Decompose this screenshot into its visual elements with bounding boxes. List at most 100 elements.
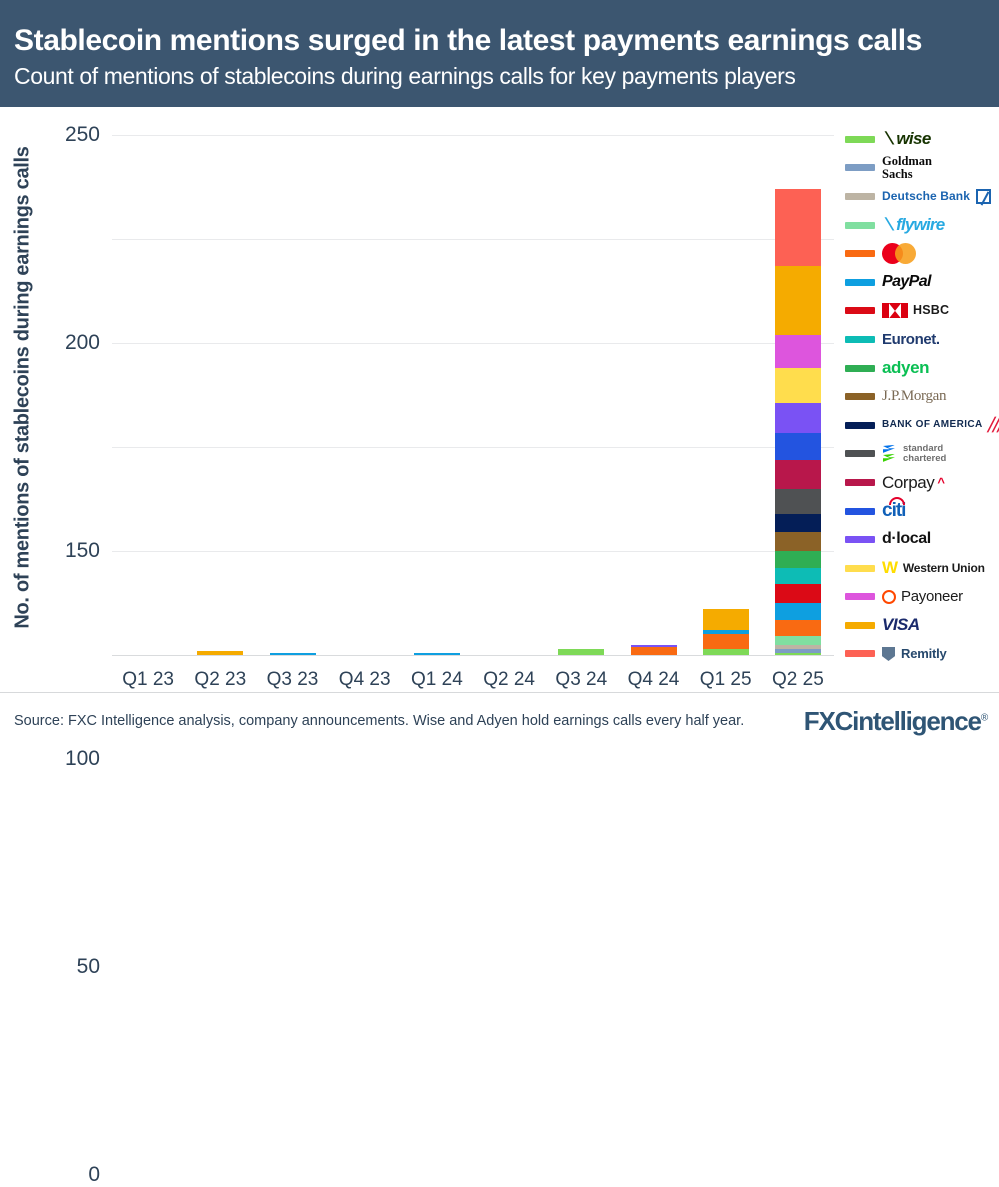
legend-item[interactable]: Corpay ^ bbox=[845, 468, 999, 497]
legend-logo-visa: VISA bbox=[882, 616, 920, 634]
chart-area: No. of mentions of stablecoins during ea… bbox=[0, 107, 999, 1186]
legend-item[interactable]: W Western Union bbox=[845, 554, 999, 583]
legend-item[interactable]: Remitly bbox=[845, 640, 999, 669]
legend-item[interactable]: adyen bbox=[845, 354, 999, 383]
bar-segment[interactable] bbox=[558, 648, 605, 655]
legend-label: PayPal bbox=[882, 272, 931, 290]
bar-segment[interactable] bbox=[774, 619, 821, 637]
bar-stack[interactable] bbox=[269, 652, 316, 655]
legend-logo-paypal: PayPal bbox=[882, 272, 931, 291]
page-subtitle: Count of mentions of stablecoins during … bbox=[14, 62, 796, 89]
bar-stack[interactable] bbox=[630, 644, 677, 655]
legend-item[interactable]: d·local bbox=[845, 525, 999, 554]
bar-segment[interactable] bbox=[630, 644, 677, 647]
legend-item[interactable]: ⟍ wise bbox=[845, 125, 999, 154]
bar-stack[interactable] bbox=[702, 609, 749, 655]
legend-logo-goldman-sachs: Goldman Sachs bbox=[882, 155, 932, 181]
bar-segment[interactable] bbox=[774, 189, 821, 267]
legend-logo-mastercard bbox=[882, 243, 916, 265]
legend-swatch bbox=[845, 192, 875, 200]
legend-logo-corpay: Corpay ^ bbox=[882, 473, 945, 492]
legend-item[interactable]: standard chartered bbox=[845, 440, 999, 469]
legend-item[interactable]: J.P.Morgan bbox=[845, 382, 999, 411]
bar-segment[interactable] bbox=[774, 403, 821, 433]
legend-item[interactable] bbox=[845, 239, 999, 268]
legend-label: Remitly bbox=[901, 646, 947, 662]
bar-segment[interactable] bbox=[702, 630, 749, 635]
legend-swatch bbox=[845, 393, 875, 401]
bar-segment[interactable] bbox=[774, 488, 821, 514]
bar-segment[interactable] bbox=[774, 567, 821, 585]
bar-segment[interactable] bbox=[774, 648, 821, 653]
legend-item[interactable]: VISA bbox=[845, 611, 999, 640]
bar-segment[interactable] bbox=[774, 644, 821, 649]
legend: ⟍ wise Goldman Sachs Deutsche Bank ⟍ flywire Pa… bbox=[845, 125, 999, 668]
legend-swatch bbox=[845, 593, 875, 601]
bar-segment[interactable] bbox=[774, 266, 821, 335]
legend-logo-western-union: W Western Union bbox=[882, 559, 985, 577]
legend-label: adyen bbox=[882, 358, 930, 378]
legend-label: Goldman Sachs bbox=[882, 154, 933, 181]
bar-stack[interactable] bbox=[197, 650, 244, 655]
brand-name: FXCintelligence bbox=[803, 705, 982, 736]
y-axis-tick-label: 50 bbox=[76, 955, 100, 978]
gridline: 250 bbox=[65, 123, 834, 146]
legend-logo-hsbc: HSBC bbox=[882, 303, 949, 319]
y-axis-title-label: No. of mentions of stablecoins during ea… bbox=[11, 145, 34, 629]
chart-footer: Source: FXC Intelligence analysis, compa… bbox=[0, 692, 999, 749]
legend-logo-citi: citi bbox=[882, 497, 906, 521]
standard-chartered-icon bbox=[882, 444, 897, 463]
bar-segment[interactable] bbox=[774, 652, 821, 655]
legend-label: J.P.Morgan bbox=[882, 387, 947, 404]
mastercard-icon bbox=[882, 243, 916, 265]
y-axis-tick-label: 100 bbox=[64, 747, 100, 770]
bar-stack[interactable] bbox=[558, 648, 605, 655]
bar-segment[interactable] bbox=[774, 432, 821, 460]
payoneer-ring-icon bbox=[882, 589, 896, 604]
bar-stack[interactable] bbox=[413, 652, 460, 655]
legend-item[interactable]: Deutsche Bank bbox=[845, 182, 999, 211]
legend-item[interactable]: Goldman Sachs bbox=[845, 154, 999, 183]
legend-logo-bank-of-america: BANK OF AMERICA ╱╱╱ bbox=[882, 418, 999, 432]
bar-segment[interactable] bbox=[702, 634, 749, 649]
legend-item[interactable]: HSBC bbox=[845, 297, 999, 326]
bar-segment[interactable] bbox=[630, 646, 677, 655]
bar-segment[interactable] bbox=[774, 532, 821, 552]
bar-segment[interactable] bbox=[774, 584, 821, 604]
legend-item[interactable]: Euronet. bbox=[845, 325, 999, 354]
fxc-intelligence-logo: FXCintelligence® bbox=[803, 705, 988, 737]
legend-item[interactable]: PayPal bbox=[845, 268, 999, 297]
legend-swatch bbox=[845, 335, 875, 343]
legend-label: d·local bbox=[882, 530, 931, 548]
bar-segment[interactable] bbox=[774, 368, 821, 404]
bar-segment[interactable] bbox=[774, 636, 821, 645]
legend-item[interactable]: ⟍ flywire bbox=[845, 211, 999, 240]
legend-swatch bbox=[845, 164, 875, 172]
legend-item[interactable]: Payoneer bbox=[845, 583, 999, 612]
bar-segment[interactable] bbox=[774, 603, 821, 620]
bar-segment[interactable] bbox=[774, 551, 821, 568]
bar-segment[interactable] bbox=[702, 609, 749, 631]
bar-segment[interactable] bbox=[269, 652, 316, 655]
x-axis-tick-label: Q2 25 bbox=[772, 669, 824, 690]
legend-swatch bbox=[845, 564, 875, 572]
plot-region: 0 50 100 150 200 250 Q1 23 Q2 23 Q3 23 Q4 23 Q1 24… bbox=[65, 123, 834, 1186]
remitly-crest-icon bbox=[882, 646, 895, 661]
bar-segment[interactable] bbox=[197, 650, 244, 655]
legend-item[interactable]: citi bbox=[845, 497, 999, 526]
legend-swatch bbox=[845, 536, 875, 544]
registered-mark: ® bbox=[980, 711, 988, 723]
legend-logo-adyen: adyen bbox=[882, 358, 930, 378]
western-union-mark-icon: W bbox=[882, 558, 898, 578]
bar-segment[interactable] bbox=[702, 648, 749, 655]
x-axis-tick-label: Q2 23 bbox=[194, 669, 247, 690]
bar-segment[interactable] bbox=[774, 459, 821, 489]
legend-item[interactable]: BANK OF AMERICA ╱╱╱ bbox=[845, 411, 999, 440]
bar-segment[interactable] bbox=[413, 652, 460, 655]
bar-stack[interactable] bbox=[774, 189, 821, 655]
bar-segment[interactable] bbox=[774, 513, 821, 533]
x-axis-tick-label: Q2 24 bbox=[483, 669, 535, 690]
bar-segment[interactable] bbox=[774, 334, 821, 369]
corpay-caret-icon: ^ bbox=[937, 474, 945, 490]
legend-logo-payoneer: Payoneer bbox=[882, 589, 963, 605]
